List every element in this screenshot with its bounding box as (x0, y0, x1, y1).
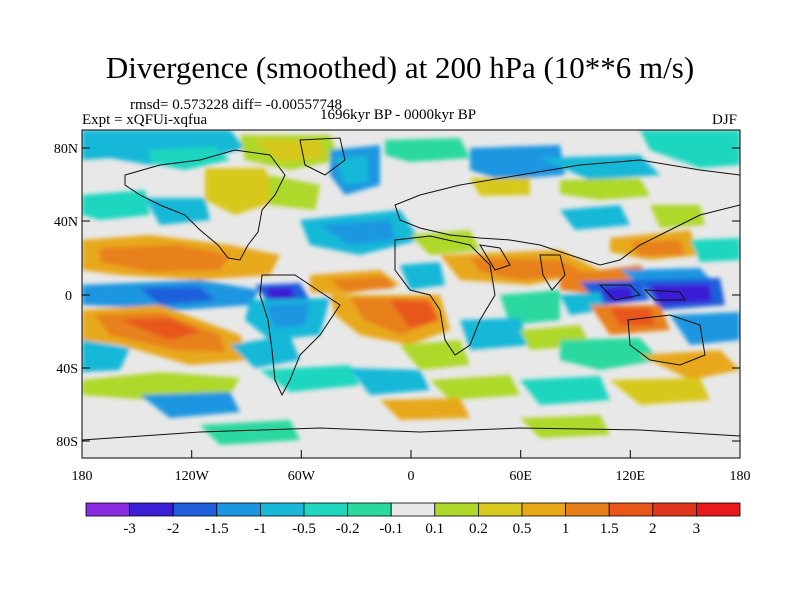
lat-label: 80S (56, 435, 78, 450)
colorbar (85, 502, 741, 517)
colorbar-tick-label: -0.1 (379, 521, 404, 537)
colorbar-tick-label: -3 (123, 521, 136, 537)
lon-label: 0 (408, 469, 415, 484)
colorbar-swatch (85, 502, 130, 517)
colorbar-swatch (434, 502, 479, 517)
colorbar-tick-label: 0.1 (425, 521, 445, 537)
colorbar-swatch (172, 502, 218, 517)
colorbar-swatch (259, 502, 305, 517)
contour-fields (82, 130, 740, 445)
colorbar-swatch (608, 502, 654, 517)
colorbar-swatch (390, 502, 436, 517)
colorbar-tick-label: 3 (692, 521, 701, 537)
lon-label: 120W (175, 469, 210, 484)
colorbar-tick-label: -1.5 (204, 521, 229, 537)
colorbar-swatch (303, 502, 348, 517)
colorbar-swatch (565, 502, 610, 517)
colorbar-swatch (652, 502, 697, 517)
colorbar-swatch (521, 502, 566, 517)
colorbar-tick-label: -1 (254, 521, 267, 537)
experiment-label: Expt = xQFUi-xqfua (82, 112, 208, 128)
colorbar-swatch (129, 502, 174, 517)
period-label: 1696kyr BP - 0000kyr BP (320, 107, 477, 123)
colorbar-swatch (696, 502, 741, 517)
colorbar-tick-label: 0.5 (512, 521, 532, 537)
lon-label: 60W (288, 469, 316, 484)
lon-label: 120E (616, 469, 646, 484)
lat-label: 0 (65, 289, 72, 304)
coastlines (82, 137, 740, 441)
figure-title: Divergence (smoothed) at 200 hPa (10**6 … (105, 50, 695, 85)
colorbar-swatch (477, 502, 523, 517)
colorbar-tick-label: 1.5 (599, 521, 619, 537)
colorbar-tick-label: -0.5 (292, 521, 316, 537)
stats-line: rmsd= 0.573228 diff= -0.00557748 (130, 97, 343, 113)
season-label: DJF (712, 112, 738, 128)
lon-label: 180 (730, 469, 751, 484)
lat-label: 40S (56, 362, 78, 377)
colorbar-tick-label: -2 (166, 521, 180, 537)
lon-tick-marks (81, 450, 741, 458)
lon-label: 180 (72, 469, 93, 484)
colorbar-tick-label: 0.2 (469, 521, 488, 537)
colorbar-tick-label: -0.2 (335, 521, 360, 537)
colorbar-tick-label: 2 (649, 521, 657, 537)
colorbar-swatch (216, 502, 261, 517)
colorbar-tick-label: 1 (561, 521, 570, 537)
lon-label: 60E (509, 469, 532, 484)
lat-label: 40N (54, 215, 78, 230)
colorbar-swatch (347, 502, 392, 517)
lat-label: 80N (54, 142, 78, 157)
lat-tick-marks (82, 147, 740, 442)
